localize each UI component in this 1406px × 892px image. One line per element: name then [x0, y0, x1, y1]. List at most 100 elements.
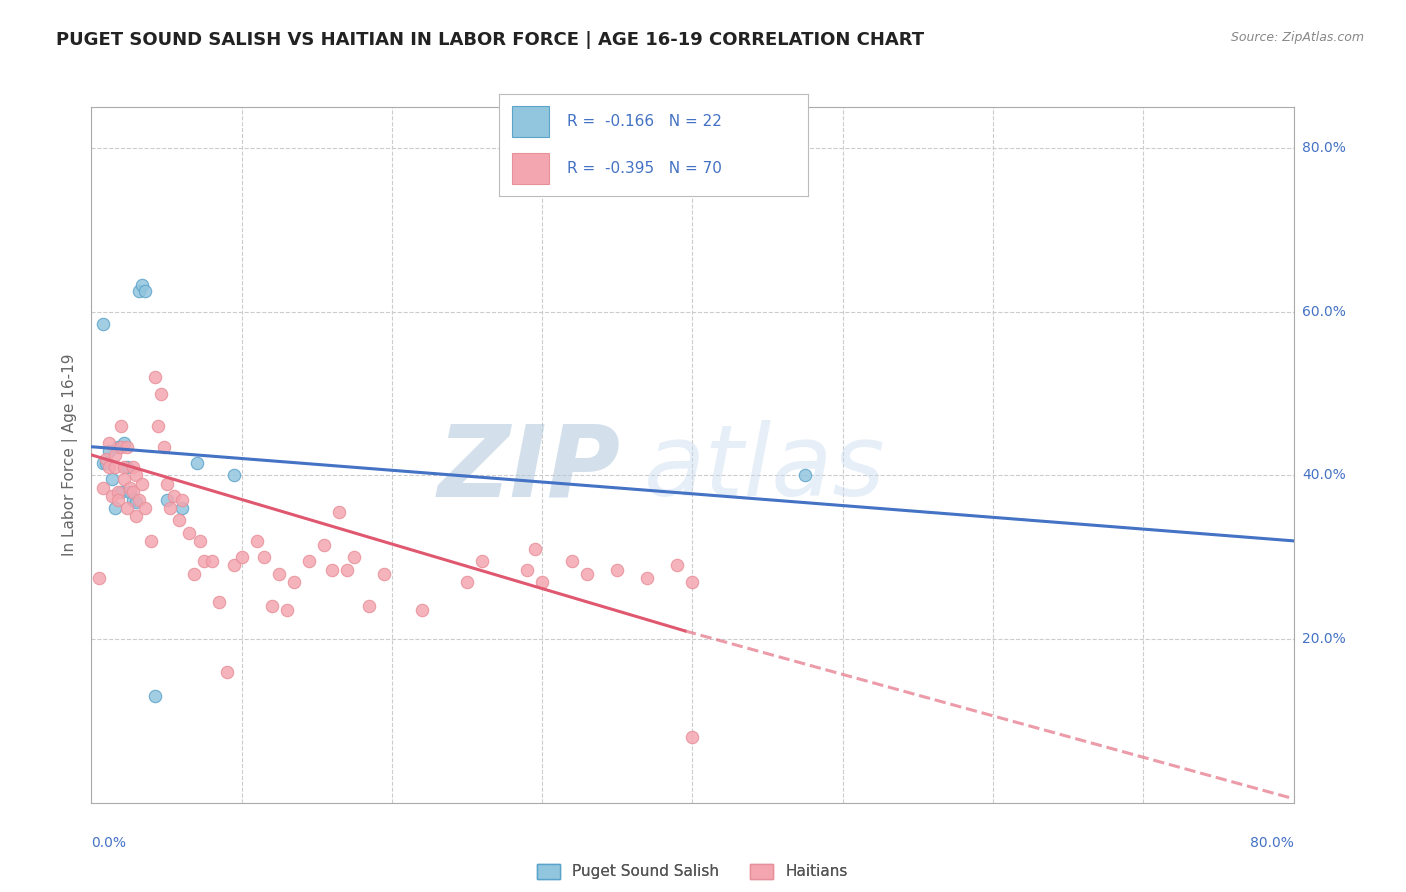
Point [93, 481, 115, 495]
Point [141, 533, 163, 548]
Point [343, 550, 366, 565]
Point [134, 501, 156, 516]
Point [260, 599, 283, 614]
Point [98, 435, 121, 450]
Point [110, 419, 132, 434]
Text: 20.0%: 20.0% [1302, 632, 1346, 646]
Point [794, 468, 817, 483]
Point [155, 492, 177, 507]
Point [120, 484, 142, 499]
Point [606, 562, 628, 576]
Point [149, 386, 172, 401]
Point [186, 456, 208, 470]
Point [152, 440, 174, 454]
Point [101, 489, 124, 503]
Text: 80.0%: 80.0% [1250, 836, 1294, 850]
Point [93, 456, 115, 470]
Point [224, 468, 246, 483]
Legend: Puget Sound Salish, Haitians: Puget Sound Salish, Haitians [531, 857, 853, 886]
Point [117, 460, 139, 475]
Text: R =  -0.395   N = 70: R = -0.395 N = 70 [567, 161, 723, 176]
Point [321, 562, 343, 576]
Point [253, 550, 276, 565]
Point [134, 284, 156, 298]
Point [269, 566, 291, 581]
Text: Source: ZipAtlas.com: Source: ZipAtlas.com [1230, 31, 1364, 45]
FancyBboxPatch shape [512, 106, 548, 136]
Point [246, 533, 269, 548]
Point [117, 440, 139, 454]
Text: 60.0%: 60.0% [1302, 305, 1346, 318]
Point [131, 476, 153, 491]
Point [107, 492, 129, 507]
Text: 80.0%: 80.0% [1302, 141, 1346, 155]
Point [177, 525, 200, 540]
Point [101, 473, 124, 487]
Point [128, 492, 150, 507]
Point [336, 562, 359, 576]
Point [110, 440, 132, 454]
Point [122, 460, 145, 475]
Point [231, 550, 253, 565]
Point [114, 460, 136, 475]
Point [283, 574, 305, 589]
Point [188, 533, 211, 548]
Point [114, 435, 136, 450]
Point [110, 484, 132, 499]
Point [170, 492, 193, 507]
Point [183, 566, 205, 581]
Point [98, 443, 121, 458]
Point [128, 284, 150, 298]
Point [131, 278, 153, 293]
Point [143, 370, 166, 384]
Point [155, 476, 177, 491]
Point [107, 440, 129, 454]
Point [523, 542, 546, 557]
Point [159, 501, 181, 516]
Text: atlas: atlas [644, 420, 886, 517]
Point [107, 484, 129, 499]
Point [120, 481, 142, 495]
Point [163, 489, 186, 503]
Point [298, 554, 321, 568]
Point [122, 484, 145, 499]
Point [117, 501, 139, 516]
Point [146, 419, 169, 434]
Text: R =  -0.166   N = 22: R = -0.166 N = 22 [567, 114, 723, 128]
Point [681, 574, 703, 589]
Point [681, 731, 703, 745]
Text: 0.0%: 0.0% [91, 836, 127, 850]
Point [516, 562, 538, 576]
Point [666, 558, 689, 573]
Point [411, 603, 433, 617]
Point [104, 460, 127, 475]
Point [122, 492, 145, 507]
Point [87, 571, 110, 585]
Point [456, 574, 478, 589]
Point [114, 473, 136, 487]
Text: PUGET SOUND SALISH VS HAITIAN IN LABOR FORCE | AGE 16-19 CORRELATION CHART: PUGET SOUND SALISH VS HAITIAN IN LABOR F… [56, 31, 924, 49]
Point [96, 456, 118, 470]
Point [98, 460, 121, 475]
Point [215, 665, 238, 679]
Point [359, 599, 381, 614]
Point [167, 513, 190, 527]
Point [96, 452, 118, 467]
Point [224, 558, 246, 573]
Point [125, 494, 148, 508]
FancyBboxPatch shape [512, 153, 548, 184]
Point [93, 317, 115, 331]
Point [201, 554, 224, 568]
Point [561, 554, 583, 568]
Point [125, 509, 148, 524]
Point [531, 574, 554, 589]
Text: 40.0%: 40.0% [1302, 468, 1346, 483]
Point [314, 538, 336, 552]
Point [208, 595, 231, 609]
Point [104, 501, 127, 516]
Point [193, 554, 215, 568]
Point [328, 505, 350, 519]
Point [276, 603, 298, 617]
Point [636, 571, 658, 585]
Point [170, 501, 193, 516]
